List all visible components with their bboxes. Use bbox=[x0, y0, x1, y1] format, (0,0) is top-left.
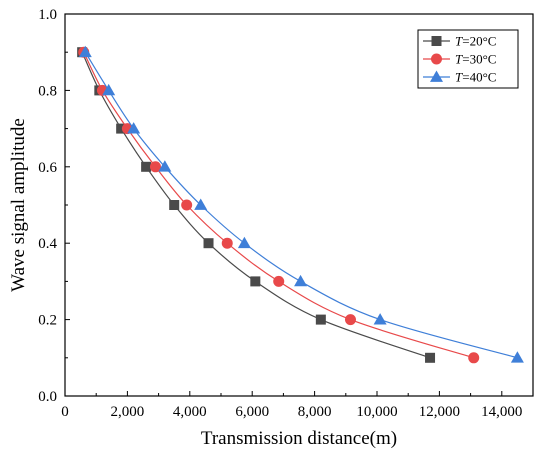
data-point bbox=[373, 313, 387, 325]
data-point bbox=[510, 351, 524, 363]
legend-label: T=40°C bbox=[455, 70, 496, 85]
x-tick-label: 10,000 bbox=[356, 404, 397, 420]
y-tick-label: 0.8 bbox=[38, 83, 57, 99]
data-point bbox=[250, 276, 261, 287]
x-axis-title: Transmission distance(m) bbox=[201, 428, 397, 449]
x-tick-label: 0 bbox=[61, 404, 69, 420]
data-point bbox=[149, 161, 161, 173]
x-tick-label: 14,000 bbox=[481, 404, 522, 420]
data-point bbox=[141, 161, 152, 172]
data-point bbox=[116, 123, 127, 134]
y-tick-label: 1.0 bbox=[38, 7, 57, 23]
series-line bbox=[83, 51, 474, 359]
data-point bbox=[315, 314, 326, 325]
legend-entry: T=30°C bbox=[423, 52, 496, 67]
legend-marker bbox=[431, 36, 442, 46]
y-tick-label: 0.6 bbox=[38, 160, 57, 176]
x-tick-label: 4,000 bbox=[173, 404, 207, 420]
data-point bbox=[102, 83, 116, 96]
data-point bbox=[221, 237, 233, 249]
data-point bbox=[78, 45, 92, 58]
y-tick-label: 0.4 bbox=[38, 236, 57, 252]
y-axis-title: Wave signal amplitude bbox=[8, 118, 29, 292]
data-point bbox=[158, 160, 172, 172]
legend-label: T=30°C bbox=[455, 52, 496, 67]
x-tick-label: 12,000 bbox=[419, 404, 460, 420]
series-30c bbox=[78, 46, 480, 364]
series-line bbox=[81, 51, 431, 359]
x-tick-label: 2,000 bbox=[111, 404, 145, 420]
legend-marker bbox=[430, 70, 443, 82]
data-point bbox=[344, 314, 356, 326]
x-tick-label: 8,000 bbox=[298, 404, 332, 420]
data-point bbox=[127, 122, 141, 134]
legend-entry: T=20°C bbox=[423, 34, 496, 49]
data-point bbox=[294, 274, 308, 287]
y-tick-label: 0.0 bbox=[38, 389, 57, 405]
legend-marker bbox=[431, 53, 442, 65]
series-line bbox=[84, 51, 518, 359]
legend-label: T=20°C bbox=[455, 34, 496, 49]
data-point bbox=[194, 198, 208, 210]
x-tick-label: 6,000 bbox=[235, 404, 269, 420]
data-point bbox=[425, 352, 436, 363]
series-40c bbox=[78, 45, 524, 363]
data-point bbox=[169, 200, 180, 210]
data-point bbox=[468, 352, 480, 364]
data-point bbox=[237, 236, 251, 249]
data-point bbox=[203, 238, 214, 249]
data-point bbox=[273, 275, 285, 287]
y-tick-label: 0.2 bbox=[38, 313, 57, 329]
data-point bbox=[181, 199, 193, 211]
legend-entry: T=40°C bbox=[423, 70, 496, 85]
